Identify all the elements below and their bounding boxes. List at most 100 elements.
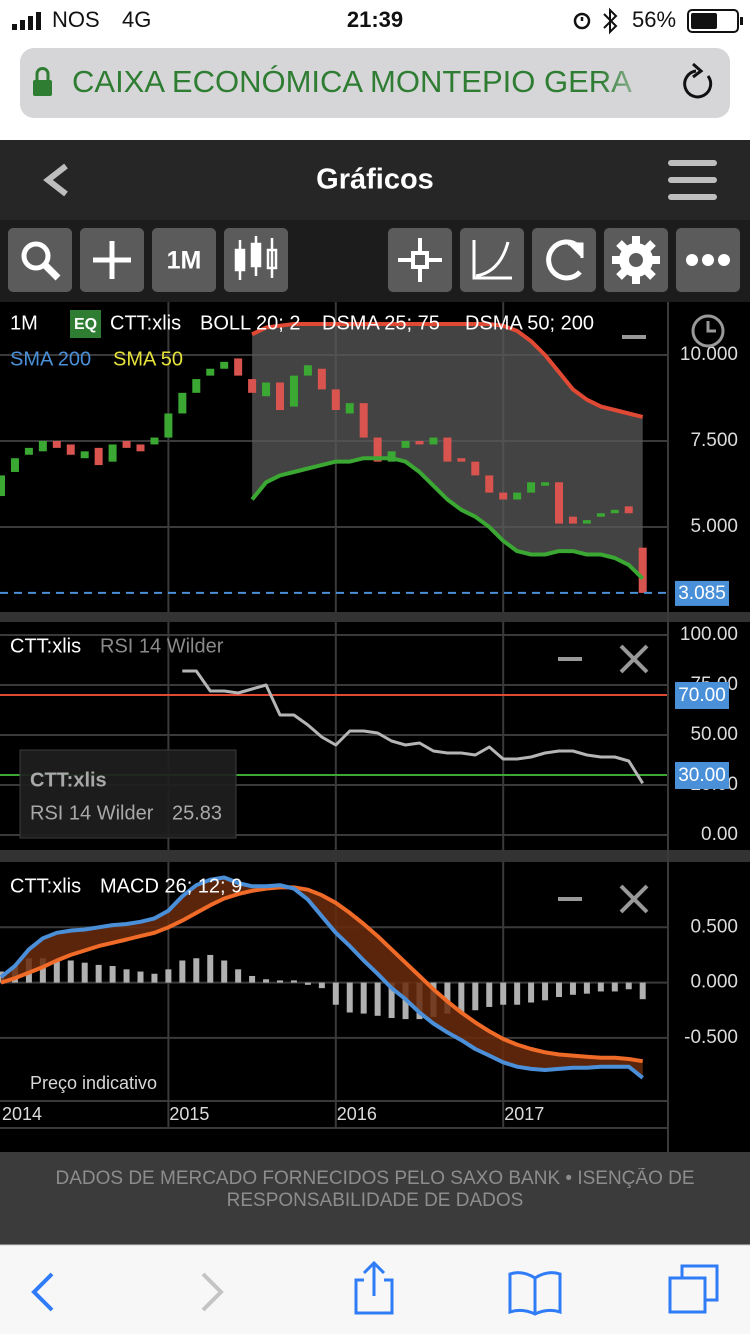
histogram-bar [569,982,576,995]
battery-icon-part [687,9,739,33]
candle [596,513,605,517]
histogram-bar [109,966,116,983]
toolbar-icons-part [629,253,643,267]
back-button[interactable] [43,163,68,197]
histogram-bar [221,960,228,983]
candle [122,441,131,448]
signal-icon-part [12,24,17,30]
histogram-bar [583,982,590,994]
candle [457,458,466,462]
candle [276,382,284,411]
candle [317,368,326,390]
clock-button[interactable] [691,314,725,348]
clock-button-part [691,314,725,348]
toolbar-icons-part [546,239,584,281]
candle [164,413,173,438]
histogram-bar [39,958,46,983]
y-tick-label: 0.00 [701,824,738,845]
y-tick-label: 0.500 [690,916,738,937]
indicator-label: DSMA 25; 75 [322,312,440,334]
symbol: CTT:xlis [110,312,181,334]
candle [0,475,5,497]
candle [513,492,522,500]
histogram-bar [290,980,297,983]
candle [94,447,103,466]
page-title: Gráficos [316,164,434,196]
footer-text: DADOS DE MERCADO FORNECIDOS PELO SAXO BA… [55,1168,695,1211]
close-button[interactable] [619,884,649,914]
tooltip-value: 25.83 [172,802,222,824]
candle [527,482,536,493]
level-label: 70.00 [678,685,726,706]
browser-forward[interactable] [201,1272,224,1312]
toolbar-icons-part-part [718,254,730,266]
candle [638,547,647,593]
histogram-bar [193,958,200,983]
search-button[interactable] [8,228,72,292]
candle [192,379,201,393]
close-button[interactable] [619,644,649,674]
reload-button[interactable] [683,62,713,99]
indicator-label: MACD 26; 12; 9 [100,875,242,897]
histogram-bar [165,969,172,983]
candle [262,382,271,397]
close-button-part [619,644,649,674]
toolbar-icons [21,236,730,284]
histogram-bar [318,982,325,989]
alarm-icon-part [573,12,591,30]
candle [303,365,312,376]
badge [70,310,101,338]
nav-bar [0,140,750,220]
toolbar-icons-part [234,236,278,280]
histogram-bar [597,982,604,992]
browser-back[interactable] [31,1272,54,1312]
histogram-bar [542,982,549,1001]
candle [499,492,508,500]
candle [331,389,340,411]
indicator-button[interactable] [460,228,524,292]
toolbar-icons-part [686,254,730,266]
tabs-button-part [668,1276,707,1314]
lock-icon-part [33,80,52,96]
histogram-bar [458,982,465,1013]
symbol: CTT:xlis [10,875,81,897]
histogram-bar [472,982,479,1011]
menu-button[interactable] [668,160,717,200]
period-button[interactable] [152,228,216,292]
share-button[interactable] [354,1260,394,1315]
candle [429,437,438,445]
histogram-bar [95,964,102,983]
alarm-icon [573,12,591,30]
refresh-button[interactable] [532,228,596,292]
signal-icon-part [36,12,41,30]
candle [234,358,243,376]
toolbar-icons-part-part [686,254,698,266]
histogram-bar [332,982,339,1005]
candle [248,379,257,393]
histogram-bar [304,982,311,985]
lock-icon [33,67,52,96]
y-tick-label: 100.00 [680,624,738,645]
histogram-bar [151,973,158,983]
histogram-bar [277,980,283,983]
tabs-button[interactable] [668,1264,719,1314]
overlays: 3.085 70.00 30.00 [675,580,729,789]
battery-icon-part [691,13,717,29]
histogram-bar [235,969,242,983]
signal-line [0,885,644,1064]
candle [150,437,159,445]
bookmarks-button[interactable] [508,1271,562,1316]
toolbar-icons-part [42,262,61,281]
candle [541,482,550,486]
x-tick-label: 2014 [2,1104,42,1124]
y-tick-label: -0.500 [684,1027,738,1048]
toolbar-icons-part-part [702,254,714,266]
url-bar[interactable] [20,48,730,118]
last-price-label: 3.085 [678,583,726,604]
lock-icon-part [35,67,50,80]
clock: 21:39 [347,7,403,32]
candle [401,441,410,448]
toolbar-icons-part [398,238,442,282]
toolbar-icons-part-part [411,251,429,269]
